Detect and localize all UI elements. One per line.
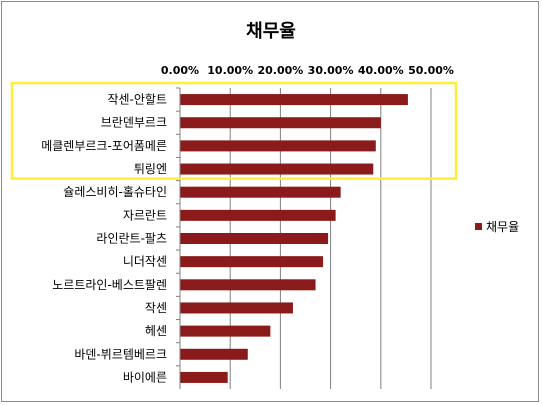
bar [180, 371, 228, 383]
highlight-box [10, 81, 458, 180]
category-label: 작센-안할트 [107, 93, 167, 107]
bar [180, 233, 329, 244]
x-tick-label: 30.00% [308, 64, 354, 77]
category-label: 자르란트 [123, 208, 167, 222]
category-label: 니더작센 [123, 255, 167, 269]
category-label: 헤센 [145, 324, 167, 338]
bar [180, 325, 271, 337]
category-label: 메클렌부르크-포어폼메른 [41, 139, 167, 153]
x-tick-label: 50.00% [408, 64, 454, 77]
category-label: 튀링엔 [134, 162, 167, 176]
category-label: 바덴-뷔르템베르크 [74, 347, 167, 361]
x-axis-ticks: 0.00% 10.00% 20.00% 30.00% 40.00% 50.00% [161, 64, 454, 77]
x-tick-label: 0.00% [161, 64, 199, 77]
category-label: 바이에른 [123, 370, 167, 384]
chart-title: 채무율 [246, 21, 296, 42]
category-label: 슐레스비히-홀슈타인 [63, 185, 167, 199]
bars [176, 87, 408, 383]
bar [180, 302, 293, 314]
bar [180, 140, 376, 152]
bar [180, 117, 381, 129]
bar [180, 163, 374, 175]
bar [180, 186, 341, 198]
bar [180, 348, 248, 360]
bar [180, 256, 324, 268]
category-label: 라인란트-팔츠 [96, 232, 167, 246]
bar [180, 209, 336, 221]
legend-swatch [475, 223, 482, 230]
x-tick-label: 40.00% [358, 64, 404, 77]
category-label: 노르트라인-베스트팔렌 [52, 278, 167, 292]
category-label: 작센 [145, 301, 167, 315]
category-label: 브란덴부르크 [101, 116, 167, 130]
x-tick-label: 20.00% [257, 64, 303, 77]
legend: 채무율 [475, 220, 519, 234]
bar [180, 279, 316, 291]
x-tick-label: 10.00% [207, 64, 253, 77]
bar [180, 94, 408, 106]
legend-label: 채무율 [486, 220, 519, 234]
category-labels: 작센-안할트브란덴부르크메클렌부르크-포어폼메른튀링엔슐레스비히-홀슈타인자르란… [41, 93, 167, 385]
